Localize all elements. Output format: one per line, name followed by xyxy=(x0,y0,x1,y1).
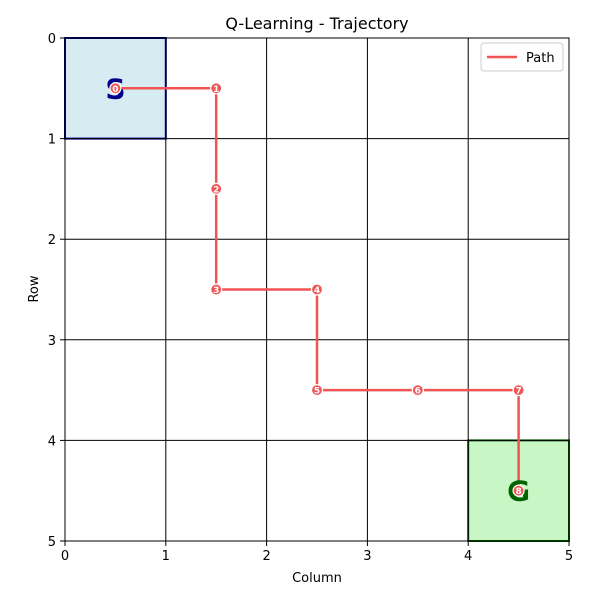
path-point-label-8: 8 xyxy=(515,487,521,497)
x-tick-label: 1 xyxy=(162,549,170,564)
path-point-7 xyxy=(512,384,525,397)
path-point-label-5: 5 xyxy=(314,387,320,397)
x-tick-label: 0 xyxy=(61,549,69,564)
chart-title: Q-Learning - Trajectory xyxy=(225,14,408,33)
path-point-3 xyxy=(210,283,223,296)
legend: Path xyxy=(480,42,564,72)
path-point-2 xyxy=(210,182,223,195)
path-point-0 xyxy=(109,82,122,95)
path-point-label-1: 1 xyxy=(213,85,219,95)
y-tick-label: 2 xyxy=(48,233,56,248)
path-point-label-6: 6 xyxy=(415,387,421,397)
y-tick-label: 4 xyxy=(48,434,56,449)
x-tick-label: 3 xyxy=(363,549,371,564)
x-tick-label: 5 xyxy=(565,549,573,564)
legend-box xyxy=(480,42,564,72)
points-layer: 0 1 2 3 4 5 6 7 8 xyxy=(109,82,525,497)
y-tick-label: 5 xyxy=(48,535,56,550)
y-axis-label: Row xyxy=(27,275,42,302)
path-point-8 xyxy=(512,484,525,497)
path-point-label-2: 2 xyxy=(213,185,219,195)
path-point-label-7: 7 xyxy=(515,387,521,397)
path-point-5 xyxy=(310,384,324,397)
path-point-6 xyxy=(411,384,424,397)
x-tick-label: 2 xyxy=(262,549,270,564)
plot-frame xyxy=(64,37,570,542)
y-tick-label: 1 xyxy=(48,133,56,148)
y-tick-label: 3 xyxy=(48,334,56,349)
path-point-4 xyxy=(310,283,324,296)
path-point-label-3: 3 xyxy=(213,286,219,296)
legend-label-path: Path xyxy=(526,51,555,66)
y-tick-label: 0 xyxy=(48,32,56,47)
path-point-label-4: 4 xyxy=(314,286,320,296)
x-tick-label: 4 xyxy=(464,549,472,564)
x-axis: 0 1 2 3 4 5 xyxy=(61,541,573,564)
y-axis: 0 1 2 3 4 5 xyxy=(48,32,65,550)
path-point-label-0: 0 xyxy=(112,85,118,95)
x-axis-label: Column xyxy=(292,571,342,586)
path-point-1 xyxy=(210,82,223,95)
